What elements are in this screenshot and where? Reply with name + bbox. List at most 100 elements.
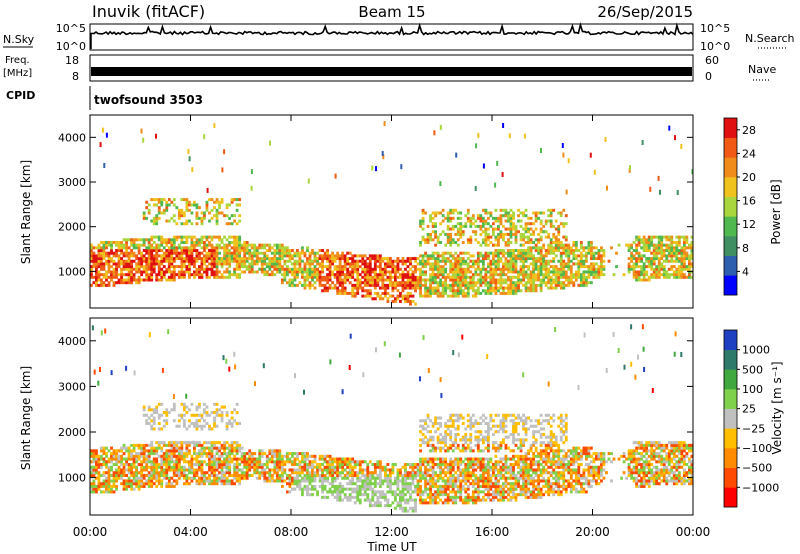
velocity-cell <box>406 476 410 480</box>
power-cell <box>567 278 571 282</box>
power-cell <box>416 286 420 290</box>
velocity-cell <box>208 482 211 486</box>
power-cell <box>507 270 510 274</box>
power-cell <box>230 222 234 226</box>
power-cell <box>356 262 360 266</box>
power-cell <box>185 246 189 250</box>
power-cell <box>534 211 538 215</box>
power-cell <box>235 275 239 279</box>
power-cell <box>203 216 206 220</box>
power-cell <box>667 275 671 279</box>
velocity-cell <box>253 457 257 461</box>
power-cell <box>444 267 448 271</box>
power-cell <box>682 273 686 277</box>
power-cell <box>225 214 229 218</box>
velocity-cell <box>185 454 189 458</box>
power-cell <box>456 291 460 295</box>
velocity-cell <box>383 479 387 483</box>
velocity-cell <box>263 476 267 480</box>
power-cell <box>479 214 483 218</box>
power-cell <box>574 257 578 261</box>
power-cell <box>205 259 209 263</box>
power-cell <box>155 133 157 139</box>
power-cell <box>567 262 571 266</box>
velocity-cell <box>230 452 234 456</box>
power-cell <box>429 294 432 298</box>
velocity-cell <box>152 449 156 453</box>
velocity-cell <box>150 441 154 445</box>
velocity-cell <box>135 468 139 472</box>
power-cell <box>260 246 264 250</box>
velocity-cell <box>165 468 169 472</box>
power-cell <box>426 259 430 263</box>
power-cell <box>532 275 536 279</box>
velocity-cell <box>333 495 337 499</box>
power-cell <box>499 230 503 234</box>
power-cell <box>532 262 536 266</box>
power-cell <box>655 267 659 271</box>
velocity-cell <box>120 482 123 486</box>
velocity-cell <box>110 484 113 488</box>
velocity-cell <box>378 465 382 469</box>
velocity-cell <box>122 463 126 467</box>
velocity-cell <box>321 471 324 475</box>
power-cell <box>187 208 191 212</box>
power-cell <box>436 281 440 285</box>
velocity-cell <box>102 471 106 475</box>
power-cell <box>346 291 350 295</box>
power-cell <box>662 235 666 239</box>
power-cell <box>160 235 164 239</box>
velocity-cell <box>90 460 93 464</box>
velocity-cell <box>401 476 405 480</box>
velocity-cell <box>137 463 141 467</box>
power-cell <box>604 137 607 142</box>
velocity-cell <box>152 427 156 431</box>
power-cell <box>549 243 553 247</box>
power-cell <box>167 238 171 242</box>
power-cell <box>157 254 161 258</box>
power-cell <box>130 267 134 271</box>
velocity-cell <box>338 460 342 464</box>
power-cell <box>215 273 219 277</box>
power-cell <box>627 267 631 271</box>
velocity-cell <box>177 476 181 480</box>
y-tick-label: 3000 <box>58 176 86 189</box>
velocity-cell <box>326 454 329 458</box>
power-cell <box>334 173 337 179</box>
power-cell <box>504 240 508 244</box>
power-cell <box>499 222 503 226</box>
power-cell <box>150 219 154 223</box>
velocity-cell <box>288 473 292 477</box>
power-cell <box>595 267 598 271</box>
power-cell <box>647 235 651 239</box>
power-cell <box>341 289 345 293</box>
power-cell <box>544 222 548 226</box>
power-cell <box>497 262 500 266</box>
power-cell <box>414 259 417 263</box>
power-cell <box>600 270 603 274</box>
power-cell <box>557 249 561 253</box>
power-cell <box>559 211 563 215</box>
power-cell <box>454 273 458 277</box>
velocity-cell <box>296 463 299 467</box>
velocity-cell <box>401 479 405 483</box>
power-cell <box>220 275 224 279</box>
velocity-cell <box>383 471 387 475</box>
power-cell <box>338 278 342 282</box>
y-tick-label: 1000 <box>58 265 86 278</box>
power-cell <box>381 281 385 285</box>
velocity-cell <box>125 457 128 461</box>
power-cell <box>386 299 390 303</box>
power-cell <box>479 243 483 247</box>
power-cell <box>579 243 583 247</box>
power-cell <box>414 267 417 271</box>
power-cell <box>97 283 101 287</box>
power-cell <box>378 297 382 301</box>
power-cell <box>539 259 543 263</box>
velocity-cell <box>353 460 357 464</box>
power-cell <box>456 275 460 279</box>
velocity-cell <box>326 479 329 483</box>
power-cell <box>517 208 520 212</box>
power-cell <box>127 270 131 274</box>
power-cell <box>391 265 395 269</box>
